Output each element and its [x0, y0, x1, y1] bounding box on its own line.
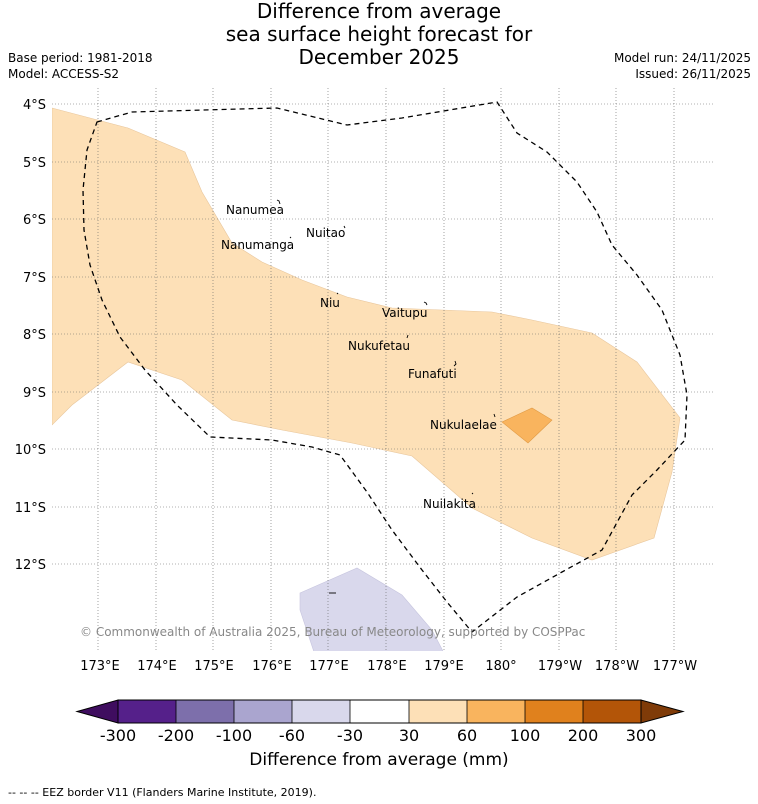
- colorbar-swatch: [234, 700, 292, 723]
- colorbar-tick-label: -200: [158, 726, 194, 745]
- copyright-notice: © Commonwealth of Australia 2025, Bureau…: [80, 625, 585, 639]
- colorbar-title: Difference from average (mm): [249, 750, 509, 770]
- lat-label: 9°S: [23, 386, 46, 401]
- lon-label: 178°E: [367, 659, 407, 674]
- colorbar-swatch: [583, 700, 641, 723]
- island-shape-funafuti: [453, 360, 457, 367]
- lon-label: 173°E: [80, 659, 120, 674]
- anomaly-region-strong-positive: [501, 407, 553, 444]
- colorbar-tick-label: 100: [510, 726, 541, 745]
- label-funafuti: Funafuti: [408, 367, 457, 381]
- colorbar-swatch: [176, 700, 234, 723]
- lon-label: 174°E: [137, 659, 177, 674]
- colorbar-tick-label: 60: [457, 726, 477, 745]
- lon-label: 177°E: [309, 659, 349, 674]
- colorbar-swatch: [409, 700, 467, 723]
- colorbar-tick-label: -100: [216, 726, 252, 745]
- island-shape-nuitao: [343, 225, 346, 229]
- lat-label: 8°S: [23, 328, 46, 343]
- island-shape-nukufetau: [406, 334, 409, 339]
- eez-border: [82, 101, 688, 633]
- lon-label: 180°: [485, 659, 516, 674]
- colorbar: -300 -200 -100 -60 -30 30 60 100 200 300: [75, 699, 685, 745]
- colorbar-swatch: [118, 700, 176, 723]
- anomaly-region-negative: [299, 567, 444, 651]
- model-run: Model run: 24/11/2025: [613, 51, 751, 65]
- colorbar-outline: [117, 699, 642, 724]
- label-nuitao: Nuitao: [306, 226, 345, 240]
- label-nuilakita: Nuilakita: [423, 497, 476, 511]
- island-labels: Nanumea Nuitao Nanumanga Niu Vaitupu Nuk…: [221, 203, 497, 511]
- colorbar-dividers: [175, 700, 584, 723]
- title-line-2: sea surface height forecast for: [225, 22, 533, 46]
- anomaly-region-positive: [52, 107, 681, 561]
- colorbar-tick-label: 300: [626, 726, 657, 745]
- label-nanumea: Nanumea: [226, 203, 284, 217]
- lat-label: 5°S: [23, 156, 46, 171]
- colorbar-tick-label: 30: [399, 726, 419, 745]
- colorbar-swatch: [525, 700, 583, 723]
- longitude-labels: 173°E 174°E 175°E 176°E 177°E 178°E 179°…: [80, 659, 697, 674]
- colorbar-extend-low: [75, 699, 119, 724]
- colorbar-tick-label: -300: [100, 726, 136, 745]
- colorbar-swatch: [350, 700, 409, 723]
- label-vaitupu: Vaitupu: [382, 306, 428, 320]
- lon-label: 177°W: [653, 659, 697, 674]
- colorbar-tick-label: -30: [337, 726, 363, 745]
- island-shape-nanumanga: [289, 236, 292, 239]
- colorbar-tick-label: -60: [279, 726, 305, 745]
- latitude-labels: 4°S 5°S 6°S 7°S 8°S 9°S 10°S 11°S 12°S: [15, 98, 46, 573]
- title-line-1: Difference from average: [256, 0, 502, 23]
- islands: [276, 199, 496, 594]
- colorbar-tick-label: 200: [568, 726, 599, 745]
- lat-label: 11°S: [15, 501, 46, 516]
- meta-right: Model run: 24/11/2025 Issued: 26/11/2025: [614, 50, 751, 82]
- map-title: Difference from average sea surface heig…: [0, 0, 758, 69]
- lon-label: 179°W: [538, 659, 582, 674]
- colorbar-extend-high: [640, 699, 685, 724]
- colorbar-tick-labels: -300 -200 -100 -60 -30 30 60 100 200 300: [100, 726, 656, 745]
- meta-left: Base period: 1981-2018 Model: ACCESS-S2: [8, 50, 153, 82]
- colorbar-swatch: [467, 700, 525, 723]
- label-nukufetau: Nukufetau: [348, 339, 410, 353]
- island-shape-nanumea: [276, 199, 281, 205]
- label-niu: Niu: [320, 296, 340, 310]
- lat-label: 10°S: [15, 443, 46, 458]
- lon-label: 178°W: [595, 659, 639, 674]
- model-name: Model: ACCESS-S2: [8, 67, 120, 81]
- colorbar-swatch: [292, 700, 350, 723]
- lat-label: 12°S: [15, 558, 46, 573]
- island-shape-vaitupu: [423, 301, 428, 306]
- base-period: Base period: 1981-2018: [8, 51, 153, 65]
- label-nukulaelae: Nukulaelae: [430, 418, 497, 432]
- lon-label: 176°E: [252, 659, 292, 674]
- lat-label: 7°S: [23, 271, 46, 286]
- gridlines: [52, 88, 714, 651]
- island-shape-nukulaelae: [493, 413, 496, 418]
- lon-label: 175°E: [194, 659, 234, 674]
- lon-label: 179°E: [424, 659, 464, 674]
- lat-label: 4°S: [23, 98, 46, 113]
- issued-date: Issued: 26/11/2025: [635, 67, 751, 81]
- lat-label: 6°S: [23, 213, 46, 228]
- island-shape-niu: [336, 292, 339, 295]
- label-nanumanga: Nanumanga: [221, 238, 294, 252]
- island-shape-nuilakita: [471, 492, 474, 495]
- eez-footnote: -- -- -- EEZ border V11 (Flanders Marine…: [8, 786, 317, 799]
- map-area: Nanumea Nuitao Nanumanga Niu Vaitupu Nuk…: [52, 88, 714, 651]
- title-line-3: December 2025: [298, 45, 460, 69]
